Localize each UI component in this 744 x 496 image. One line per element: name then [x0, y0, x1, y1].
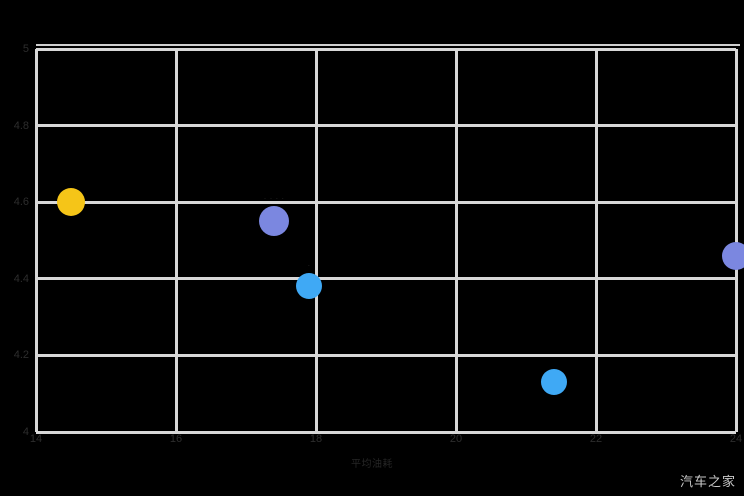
data-point-bubble[interactable]: [259, 206, 289, 237]
gridline-horizontal: [36, 353, 736, 357]
gridline-horizontal: [36, 124, 736, 128]
gridline-vertical: [454, 49, 458, 432]
y-axis-tick-label: 4.8: [13, 119, 29, 132]
x-axis-tick-label: 14: [29, 433, 43, 445]
y-axis-tick-label: 4: [22, 426, 29, 438]
y-axis-tick-label: 4.6: [13, 196, 29, 209]
gridline-horizontal: [36, 200, 736, 204]
x-axis-tick-label: 20: [449, 433, 463, 445]
gridline-vertical: [174, 49, 178, 432]
gridline-horizontal: [36, 277, 736, 281]
data-point-label: · · · ·: [263, 193, 285, 204]
y-axis-tick-label: 4.4: [13, 272, 29, 285]
x-axis-tick-label: 24: [729, 433, 743, 445]
data-point-bubble[interactable]: [57, 188, 85, 217]
gridline-vertical: [34, 49, 38, 432]
axis-top-spine: [36, 44, 740, 46]
data-point-bubble[interactable]: [722, 241, 744, 270]
x-axis-title: 平均油耗: [351, 459, 393, 470]
y-axis-tick-label: 5: [22, 43, 29, 55]
gridline-horizontal: [36, 47, 736, 51]
y-axis-ticks: 4 4.2 4.4 4.6 4.8 5: [0, 0, 32, 496]
x-axis-tick-label: 22: [589, 433, 603, 445]
x-axis-tick-label: 16: [169, 433, 183, 445]
gridline-horizontal: [36, 430, 736, 434]
gridline-vertical: [734, 49, 738, 432]
y-axis-tick-label: 4.2: [13, 349, 29, 362]
x-axis-tick-label: 18: [309, 433, 323, 445]
plot-area: · · · · ·: [34, 47, 744, 434]
data-point-bubble[interactable]: [296, 273, 322, 300]
data-point-label: ·: [307, 260, 311, 271]
data-point-bubble[interactable]: [541, 369, 567, 396]
watermark: 汽车之家: [679, 475, 736, 490]
gridline-vertical: [594, 49, 598, 432]
gridline-vertical: [314, 49, 318, 432]
